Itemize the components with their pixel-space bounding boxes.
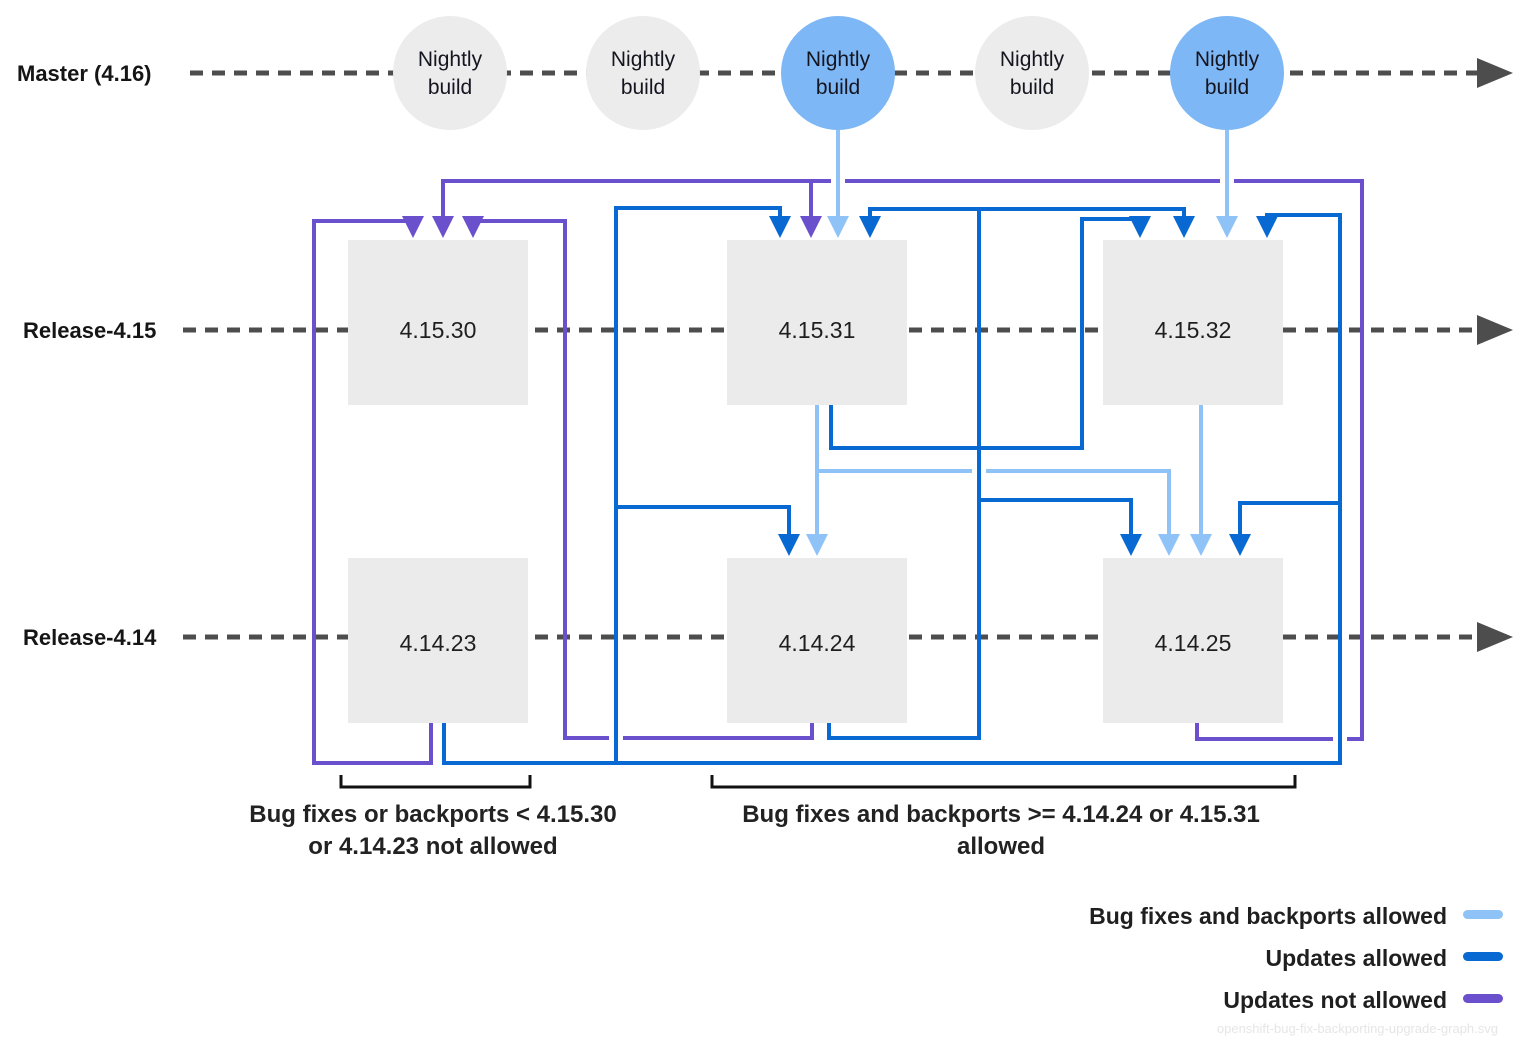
annotation-allowed-line2: allowed — [957, 833, 1045, 860]
edge-4-14-23-to-4-15-31 — [614, 206, 782, 763]
nightly-label-line2: build — [1205, 76, 1249, 99]
nightly-build-circle-3-highlighted: Nightly build — [781, 16, 895, 130]
legend-label: Updates allowed — [1266, 945, 1447, 971]
updates-allowed-arrowheads — [769, 216, 1278, 556]
edge-4-14-24-riser — [827, 209, 981, 740]
version-box-label: 4.14.25 — [1155, 630, 1232, 656]
nightly-label-line1: Nightly — [1195, 48, 1260, 71]
edge-4-14-23-to-4-15-32 — [442, 213, 1342, 765]
watermark-filename: openshift-bug-fix-backporting-upgrade-gr… — [1217, 1021, 1498, 1036]
version-box-4-15-31: 4.15.31 — [727, 240, 907, 405]
bracket-allowed — [710, 775, 1297, 789]
row-label-release-4-14: Release-4.14 — [23, 625, 157, 650]
legend-swatch-backports-allowed — [1463, 910, 1503, 919]
version-box-4-14-24: 4.14.24 — [727, 558, 907, 723]
updates-not-allowed-arrowheads — [402, 216, 822, 238]
nightly-build-circle-5-highlighted: Nightly build — [1170, 16, 1284, 130]
version-box-4-14-25: 4.14.25 — [1103, 558, 1283, 723]
backports-allowed-arrowheads — [806, 216, 1238, 556]
row-label-release-4-15: Release-4.15 — [23, 318, 156, 343]
timeline-arrowhead — [1477, 315, 1513, 345]
nightly-label-line2: build — [1010, 76, 1054, 99]
version-box-label: 4.14.24 — [779, 630, 856, 656]
nightly-label-line2: build — [428, 76, 472, 99]
backports-allowed-edges — [815, 130, 1229, 536]
version-box-4-15-32: 4.15.32 — [1103, 240, 1283, 405]
version-box-4-15-30: 4.15.30 — [348, 240, 528, 405]
annotation-not-allowed-line2: or 4.14.23 not allowed — [308, 833, 557, 860]
timeline-arrowhead — [1477, 622, 1513, 652]
nightly-label-line1: Nightly — [418, 48, 483, 71]
legend-swatch-updates-allowed — [1463, 952, 1503, 961]
nightly-label-line2: build — [621, 76, 665, 99]
legend-item-updates-allowed: Updates allowed — [1266, 945, 1503, 971]
version-box-label: 4.15.32 — [1155, 317, 1232, 343]
legend: Bug fixes and backports allowed Updates … — [1089, 903, 1503, 1013]
nightly-build-circle-4: Nightly build — [975, 16, 1089, 130]
edge-4-14-23-to-4-14-25 — [1238, 501, 1340, 536]
legend-item-updates-not-allowed: Updates not allowed — [1223, 987, 1503, 1013]
version-box-label: 4.15.31 — [779, 317, 856, 343]
edge-4-14-24-to-4-15-31-and-4-15-32 — [868, 207, 1186, 218]
annotation-not-allowed-line1: Bug fixes or backports < 4.15.30 — [249, 801, 617, 828]
edge-4-14-23-to-4-14-24 — [616, 505, 791, 536]
legend-label: Updates not allowed — [1223, 987, 1447, 1013]
nightly-label-line1: Nightly — [1000, 48, 1065, 71]
legend-item-backports-allowed: Bug fixes and backports allowed — [1089, 903, 1503, 929]
version-box-label: 4.14.23 — [400, 630, 477, 656]
legend-label: Bug fixes and backports allowed — [1089, 903, 1447, 929]
row-label-master: Master (4.16) — [17, 61, 152, 86]
nightly-label-line1: Nightly — [611, 48, 676, 71]
updates-allowed-edges — [442, 206, 1342, 765]
nightly-build-circle-2: Nightly build — [586, 16, 700, 130]
bracket-not-allowed — [339, 775, 532, 789]
version-box-label: 4.15.30 — [400, 317, 477, 343]
timeline-arrowhead — [1477, 58, 1513, 88]
nightly-label-line2: build — [816, 76, 860, 99]
annotation-allowed-line1: Bug fixes and backports >= 4.14.24 or 4.… — [742, 801, 1260, 828]
nightly-label-line1: Nightly — [806, 48, 871, 71]
edge-4-15-31-to-4-14-25 — [817, 469, 1171, 536]
version-box-4-14-23: 4.14.23 — [348, 558, 528, 723]
nightly-build-circle-1: Nightly build — [393, 16, 507, 130]
edge-4-14-24-to-4-14-25 — [979, 498, 1133, 536]
edge-4-14-25-to-4-15-30 — [441, 179, 1364, 741]
legend-swatch-updates-not-allowed — [1463, 994, 1503, 1003]
